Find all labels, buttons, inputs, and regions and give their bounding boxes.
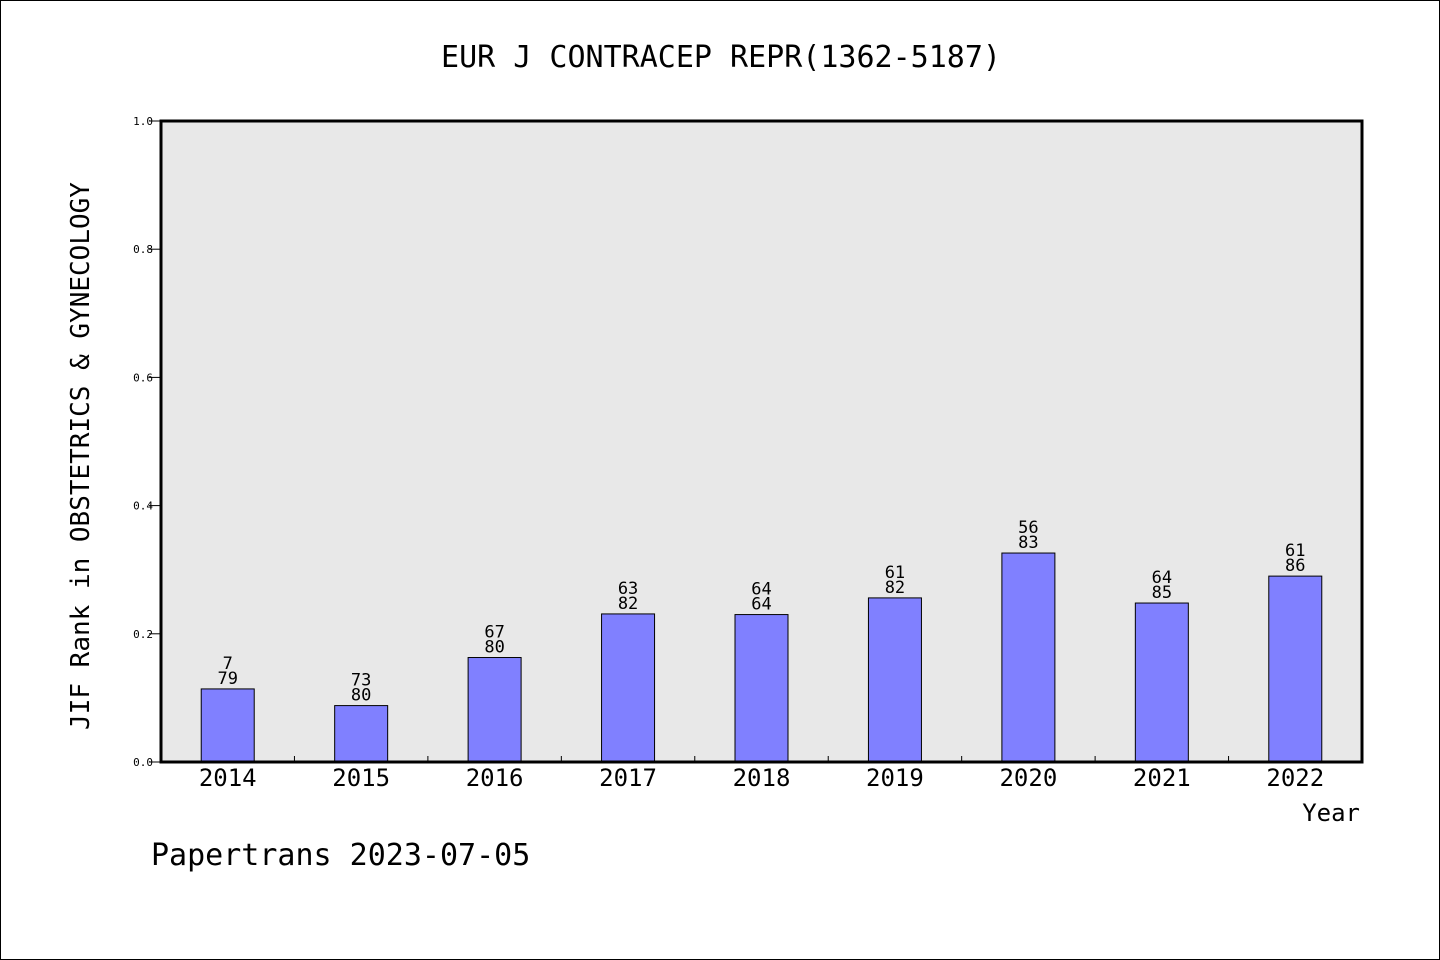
bar-total-label: 85 (1152, 583, 1172, 603)
bar-2019 (867, 597, 922, 763)
bar-total-label: 82 (885, 578, 905, 598)
y-tick-label: 0.8 (133, 243, 153, 256)
y-tick-label: 0.2 (133, 628, 153, 641)
bar-total-label: 82 (618, 594, 638, 614)
y-tick-label: 1.0 (133, 115, 153, 128)
x-tick-label: 2014 (199, 764, 257, 792)
y-axis-ticks: 0.0 0.2 0.4 0.6 0.8 1.0 (133, 115, 161, 769)
y-tick-label: 0.6 (133, 371, 153, 384)
bar-2020 (1001, 552, 1056, 763)
bar-rank-label: 67 (484, 623, 504, 643)
chart-title: EUR J CONTRACEP REPR(1362-5187) (441, 40, 1001, 75)
x-tick-label: 2019 (866, 764, 924, 792)
y-axis-label: JIF Rank in OBSTETRICS & GYNECOLOGY (66, 182, 96, 730)
bar-rank-label: 64 (751, 580, 771, 600)
bar-2014 (200, 688, 255, 763)
bar-total-label: 80 (484, 638, 504, 658)
y-tick-label: 0.4 (133, 500, 153, 513)
bar-2015 (334, 705, 389, 763)
bar-rank-label: 7 (223, 654, 233, 674)
bar-2018 (734, 614, 789, 763)
bar-rank-label: 63 (618, 579, 638, 599)
bar-rank-label: 61 (1285, 541, 1305, 561)
bar-2017 (601, 613, 656, 763)
bar-rank-label: 73 (351, 671, 371, 691)
bar-total-label: 64 (751, 595, 771, 615)
x-axis-label: Year (1302, 799, 1360, 827)
bar-total-label: 79 (217, 669, 237, 689)
x-tick-label: 2020 (999, 764, 1057, 792)
x-tick-label: 2022 (1266, 764, 1324, 792)
x-tick-label: 2021 (1133, 764, 1191, 792)
bar-2021 (1134, 602, 1189, 763)
x-tick-label: 2017 (599, 764, 657, 792)
bar-rank-label: 56 (1018, 518, 1038, 538)
plot-border (159, 119, 1364, 764)
bar-2022 (1268, 575, 1323, 763)
y-tick-label: 0.0 (133, 756, 153, 769)
footer-note: Papertrans 2023-07-05 (151, 838, 530, 873)
bar-total-label: 83 (1018, 533, 1038, 553)
bar-rank-label: 61 (885, 563, 905, 583)
x-tick-label: 2015 (332, 764, 390, 792)
bar-total-label: 86 (1285, 556, 1305, 576)
x-axis-ticks: 2014 2015 2016 2017 2018 2019 2020 2021 2022 (199, 756, 1324, 792)
bar-rank-label: 64 (1152, 568, 1172, 588)
x-tick-label: 2016 (466, 764, 524, 792)
x-tick-label: 2018 (733, 764, 791, 792)
bar-2016 (467, 657, 522, 763)
bar-total-label: 80 (351, 686, 371, 706)
